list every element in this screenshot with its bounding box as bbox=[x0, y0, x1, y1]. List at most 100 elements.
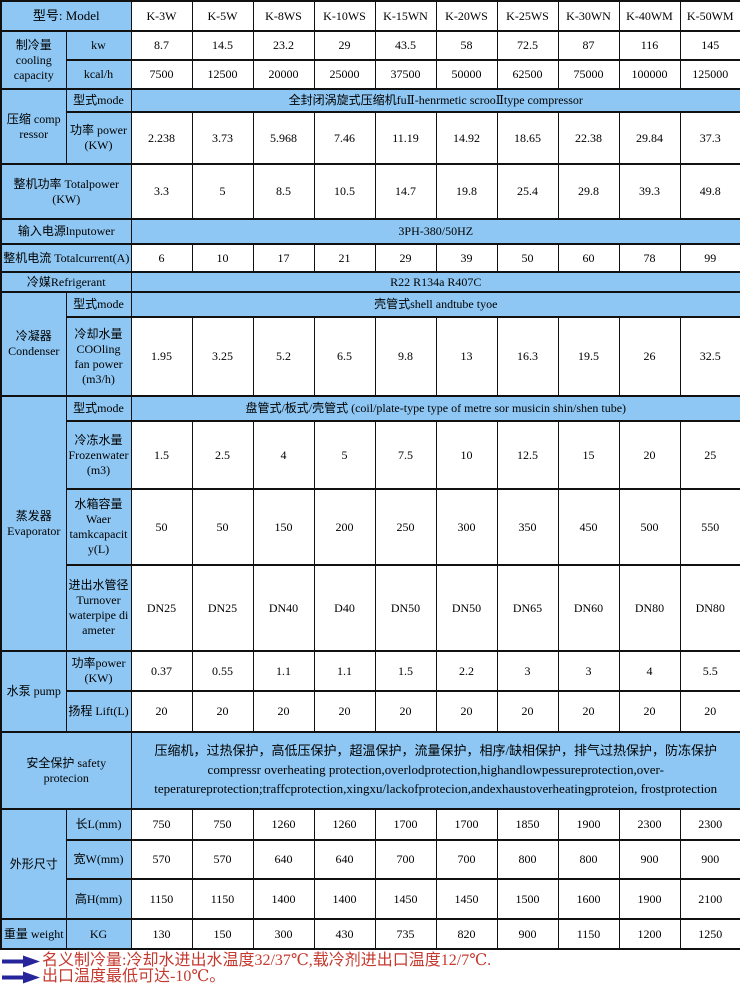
value-cell: 49.8 bbox=[679, 163, 740, 220]
value-cell: 20000 bbox=[252, 59, 315, 90]
value-cell: 3.3 bbox=[130, 163, 193, 220]
value-cell: 21 bbox=[313, 243, 376, 273]
safety-label: 安全保护 safety protecion bbox=[0, 731, 132, 810]
evaporator-tank-label: 水箱容量 Waer tamkcapacity(L) bbox=[65, 488, 132, 566]
cooling-kcalh-row: kcal/h 7500 12500 20000 25000 37500 50000 6250… bbox=[1, 59, 740, 90]
value-cell: 150 bbox=[252, 488, 315, 566]
value-cell: 570 bbox=[191, 839, 254, 880]
compressor-power-label: 功率 power (KW) bbox=[65, 111, 132, 165]
cooling-capacity-label: 制冷量 cooling capacity bbox=[0, 30, 67, 90]
value-cell: 39 bbox=[435, 243, 498, 273]
value-cell: 3 bbox=[557, 650, 620, 692]
value-cell: 750 bbox=[130, 808, 193, 841]
value-cell: K-5W bbox=[191, 0, 254, 32]
total-current-label: 整机电流 Totalcurrent(A) bbox=[0, 243, 132, 273]
spec-table: 型号: Model K-3W K-5W K-8WS K-10WS K-15WN K-20W… bbox=[0, 0, 740, 950]
value-cell: 50 bbox=[496, 243, 559, 273]
refrigerant-label: 冷媒Refrigerant bbox=[0, 271, 132, 293]
value-cell: DN25 bbox=[191, 564, 254, 652]
value-cell: DN65 bbox=[496, 564, 559, 652]
value-cell: 1150 bbox=[557, 918, 620, 950]
condenser-mode-label: 型式mode bbox=[65, 291, 132, 318]
safety-value-cn: 压缩机，过热保护，高低压保护，超温保护，流量保护，相序/缺相保护，排气过热保护，… bbox=[154, 743, 718, 759]
input-power-label: 输入电源lnputower bbox=[0, 218, 132, 245]
value-cell: 2.238 bbox=[130, 111, 193, 165]
condenser-mode-value: 壳管式shell andtube tyoe bbox=[130, 291, 740, 318]
evaporator-mode-value: 盘管式/板式/壳管式 (coil/plate-type type of metr… bbox=[130, 395, 740, 422]
value-cell: 1.1 bbox=[252, 650, 315, 692]
value-cell: 1150 bbox=[191, 878, 254, 920]
value-cell: 11.19 bbox=[374, 111, 437, 165]
value-cell: 20 bbox=[130, 690, 193, 733]
value-cell: 2100 bbox=[679, 878, 740, 920]
value-cell: 900 bbox=[496, 918, 559, 950]
value-cell: 3.25 bbox=[191, 316, 254, 397]
value-cell: 16.3 bbox=[496, 316, 559, 397]
pump-power-label: 功率power (KW) bbox=[65, 650, 132, 692]
dimensions-label: 外形尺寸 bbox=[0, 808, 67, 920]
condenser-label: 冷凝器 Condenser bbox=[0, 291, 67, 397]
value-cell: 300 bbox=[252, 918, 315, 950]
value-cell: 1.5 bbox=[130, 420, 193, 490]
value-cell: 60 bbox=[557, 243, 620, 273]
value-cell: 75000 bbox=[557, 59, 620, 90]
value-cell: 17 bbox=[252, 243, 315, 273]
value-cell: 1.1 bbox=[313, 650, 376, 692]
value-cell: 7.5 bbox=[374, 420, 437, 490]
value-cell: 19.8 bbox=[435, 163, 498, 220]
value-cell: D40 bbox=[313, 564, 376, 652]
value-cell: 25000 bbox=[313, 59, 376, 90]
value-cell: 450 bbox=[557, 488, 620, 566]
value-cell: 20 bbox=[252, 690, 315, 733]
value-cell: 6.5 bbox=[313, 316, 376, 397]
value-cell: 1260 bbox=[252, 808, 315, 841]
value-cell: 78 bbox=[618, 243, 681, 273]
value-cell: 18.65 bbox=[496, 111, 559, 165]
evaporator-label: 蒸发器 Evaporator bbox=[0, 395, 67, 652]
value-cell: 250 bbox=[374, 488, 437, 566]
value-cell: 50 bbox=[191, 488, 254, 566]
value-cell: 3 bbox=[496, 650, 559, 692]
value-cell: 116 bbox=[618, 30, 681, 61]
value-cell: 5 bbox=[313, 420, 376, 490]
value-cell: 29 bbox=[374, 243, 437, 273]
footer-note-1: 名义制冷量:冷却水进出水温度32/37℃,载冷剂进出口温度12/7℃. bbox=[2, 953, 738, 969]
right-arrow-icon bbox=[2, 955, 40, 968]
input-power-row: 输入电源lnputower 3PH-380/50HZ bbox=[0, 218, 740, 245]
value-cell: 820 bbox=[435, 918, 498, 950]
value-cell: 700 bbox=[374, 839, 437, 880]
value-cell: 350 bbox=[496, 488, 559, 566]
value-cell: DN50 bbox=[435, 564, 498, 652]
total-power-label: 整机功率 Totalpower (KW) bbox=[0, 163, 132, 220]
value-cell: 5.5 bbox=[679, 650, 740, 692]
value-cell: 87 bbox=[557, 30, 620, 61]
value-cell: DN40 bbox=[252, 564, 315, 652]
value-cell: 50000 bbox=[435, 59, 498, 90]
value-cell: 22.38 bbox=[557, 111, 620, 165]
value-cell: K-3W bbox=[130, 0, 193, 32]
value-cell: 2.2 bbox=[435, 650, 498, 692]
value-cell: K-40WM bbox=[618, 0, 681, 32]
value-cell: 20 bbox=[374, 690, 437, 733]
value-cell: 19.5 bbox=[557, 316, 620, 397]
value-cell: 800 bbox=[557, 839, 620, 880]
value-cell: K-8WS bbox=[252, 0, 315, 32]
value-cell: 2300 bbox=[618, 808, 681, 841]
value-cell: 25 bbox=[679, 420, 740, 490]
cooling-kcalh-label: kcal/h bbox=[65, 59, 132, 90]
value-cell: 20 bbox=[679, 690, 740, 733]
value-cell: 99 bbox=[679, 243, 740, 273]
value-cell: 12.5 bbox=[496, 420, 559, 490]
value-cell: 62500 bbox=[496, 59, 559, 90]
value-cell: 640 bbox=[313, 839, 376, 880]
value-cell: 1.95 bbox=[130, 316, 193, 397]
value-cell: DN80 bbox=[618, 564, 681, 652]
value-cell: 10 bbox=[435, 420, 498, 490]
value-cell: 4 bbox=[252, 420, 315, 490]
footer-note-2-text: 出口温度最低可达-10℃。 bbox=[42, 968, 226, 985]
condenser-mode-row: 冷凝器 Condenser 型式mode 壳管式shell andtube ty… bbox=[0, 291, 740, 397]
value-cell: K-20WS bbox=[435, 0, 498, 32]
value-cell: 2300 bbox=[679, 808, 740, 841]
evaporator-mode-row: 蒸发器 Evaporator 型式mode 盘管式/板式/壳管式 (coil/p… bbox=[0, 395, 740, 652]
value-cell: 100000 bbox=[618, 59, 681, 90]
